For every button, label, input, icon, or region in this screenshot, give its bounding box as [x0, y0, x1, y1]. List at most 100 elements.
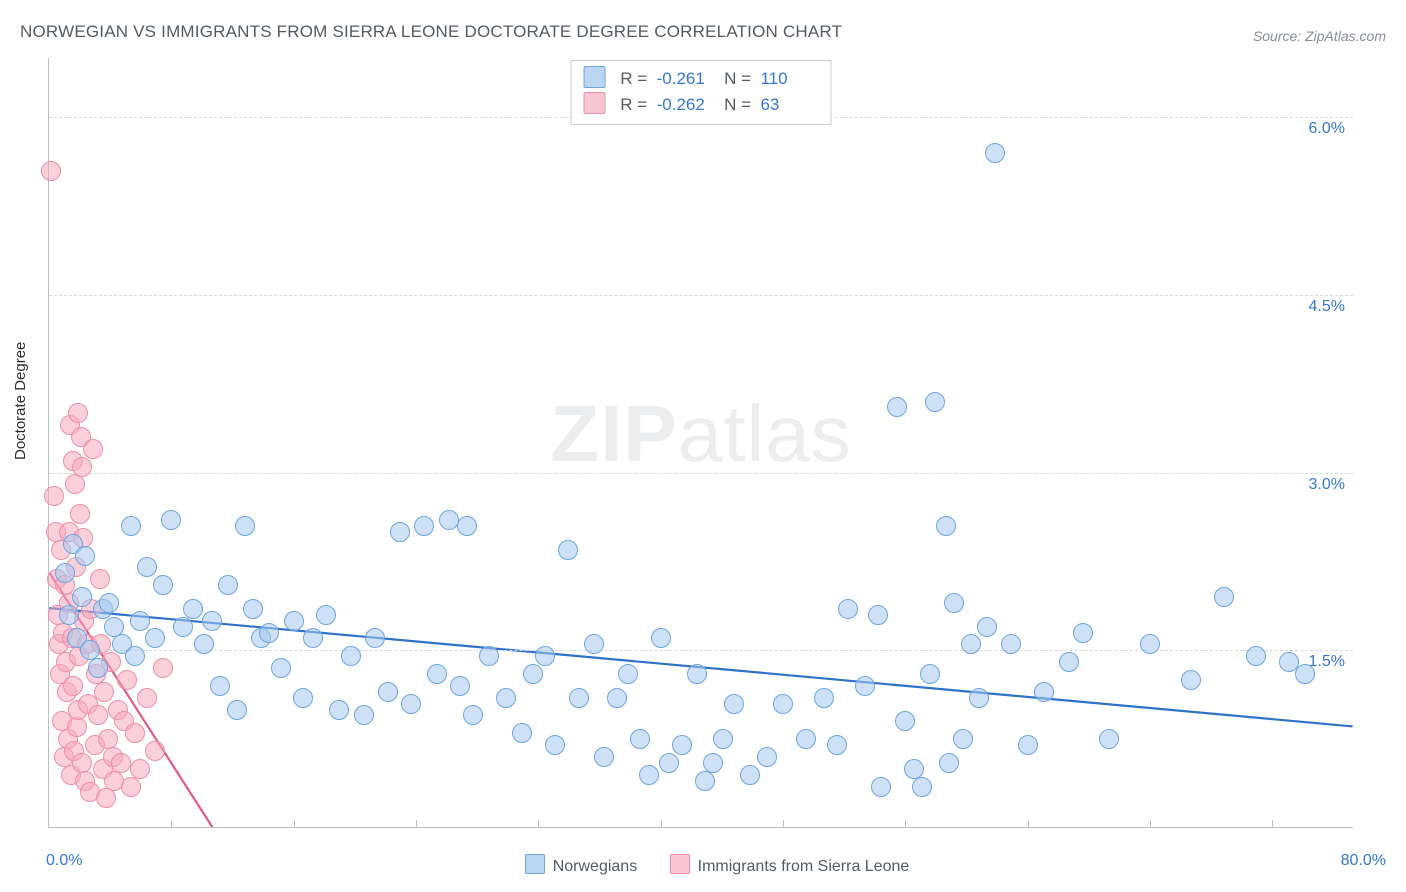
pink-point — [153, 658, 173, 678]
x-tick — [416, 820, 417, 828]
blue-point — [703, 753, 723, 773]
x-tick — [171, 820, 172, 828]
blue-point — [161, 510, 181, 530]
legend-swatch-blue — [525, 854, 545, 874]
blue-point — [1073, 623, 1093, 643]
blue-point — [145, 628, 165, 648]
blue-point — [284, 611, 304, 631]
blue-point — [1181, 670, 1201, 690]
blue-point — [1140, 634, 1160, 654]
blue-point — [1034, 682, 1054, 702]
swatch-blue — [584, 66, 606, 88]
series-legend: Norwegians Immigrants from Sierra Leone — [0, 854, 1406, 876]
blue-point — [912, 777, 932, 797]
pink-point — [130, 759, 150, 779]
r-value-blue: -0.261 — [657, 66, 715, 92]
blue-point — [695, 771, 715, 791]
blue-point — [259, 623, 279, 643]
blue-point — [724, 694, 744, 714]
blue-point — [757, 747, 777, 767]
blue-point — [920, 664, 940, 684]
blue-point — [855, 676, 875, 696]
blue-point — [194, 634, 214, 654]
x-tick — [538, 820, 539, 828]
pink-point — [67, 717, 87, 737]
blue-point — [210, 676, 230, 696]
blue-point — [887, 397, 907, 417]
blue-point — [125, 646, 145, 666]
blue-point — [651, 628, 671, 648]
blue-point — [939, 753, 959, 773]
pink-point — [41, 161, 61, 181]
plot-area: ZIPatlas R = -0.261 N = 110 R = -0.262 N… — [48, 58, 1353, 828]
blue-point — [639, 765, 659, 785]
x-tick — [1150, 820, 1151, 828]
blue-point — [594, 747, 614, 767]
pink-point — [98, 729, 118, 749]
blue-point — [977, 617, 997, 637]
blue-point — [341, 646, 361, 666]
blue-point — [88, 658, 108, 678]
chart-source: Source: ZipAtlas.com — [1253, 28, 1386, 44]
pink-point — [94, 682, 114, 702]
blue-point — [55, 563, 75, 583]
blue-point — [512, 723, 532, 743]
blue-point — [1099, 729, 1119, 749]
blue-point — [868, 605, 888, 625]
pink-point — [137, 688, 157, 708]
pink-point — [70, 504, 90, 524]
x-tick — [905, 820, 906, 828]
blue-point — [463, 705, 483, 725]
blue-point — [354, 705, 374, 725]
blue-point — [618, 664, 638, 684]
blue-point — [365, 628, 385, 648]
blue-point — [895, 711, 915, 731]
blue-point — [1246, 646, 1266, 666]
blue-point — [427, 664, 447, 684]
blue-point — [545, 735, 565, 755]
blue-point — [871, 777, 891, 797]
blue-point — [450, 676, 470, 696]
blue-point — [1059, 652, 1079, 672]
blue-point — [925, 392, 945, 412]
blue-point — [303, 628, 323, 648]
blue-point — [271, 658, 291, 678]
blue-point — [523, 664, 543, 684]
r-value-pink: -0.262 — [657, 92, 715, 118]
blue-point — [218, 575, 238, 595]
pink-point — [44, 486, 64, 506]
blue-point — [1214, 587, 1234, 607]
pink-point — [63, 676, 83, 696]
blue-point — [227, 700, 247, 720]
blue-point — [235, 516, 255, 536]
pink-point — [83, 439, 103, 459]
blue-point — [316, 605, 336, 625]
pink-point — [111, 753, 131, 773]
blue-point — [401, 694, 421, 714]
blue-point — [1001, 634, 1021, 654]
blue-point — [293, 688, 313, 708]
n-value-blue: 110 — [760, 66, 818, 92]
pink-point — [121, 777, 141, 797]
blue-point — [329, 700, 349, 720]
chart-container: NORWEGIAN VS IMMIGRANTS FROM SIERRA LEON… — [0, 0, 1406, 892]
pink-point — [125, 723, 145, 743]
blue-point — [59, 605, 79, 625]
pink-point — [88, 705, 108, 725]
blue-point — [584, 634, 604, 654]
pink-point — [65, 474, 85, 494]
blue-point — [243, 599, 263, 619]
blue-point — [569, 688, 589, 708]
blue-point — [202, 611, 222, 631]
gridline — [49, 473, 1353, 474]
blue-point — [1018, 735, 1038, 755]
blue-point — [953, 729, 973, 749]
y-tick-label: 3.0% — [1309, 476, 1345, 494]
blue-point — [558, 540, 578, 560]
swatch-pink — [584, 92, 606, 114]
pink-point — [72, 753, 92, 773]
blue-point — [936, 516, 956, 536]
blue-point — [173, 617, 193, 637]
stats-legend: R = -0.261 N = 110 R = -0.262 N = 63 — [571, 60, 832, 125]
blue-point — [985, 143, 1005, 163]
